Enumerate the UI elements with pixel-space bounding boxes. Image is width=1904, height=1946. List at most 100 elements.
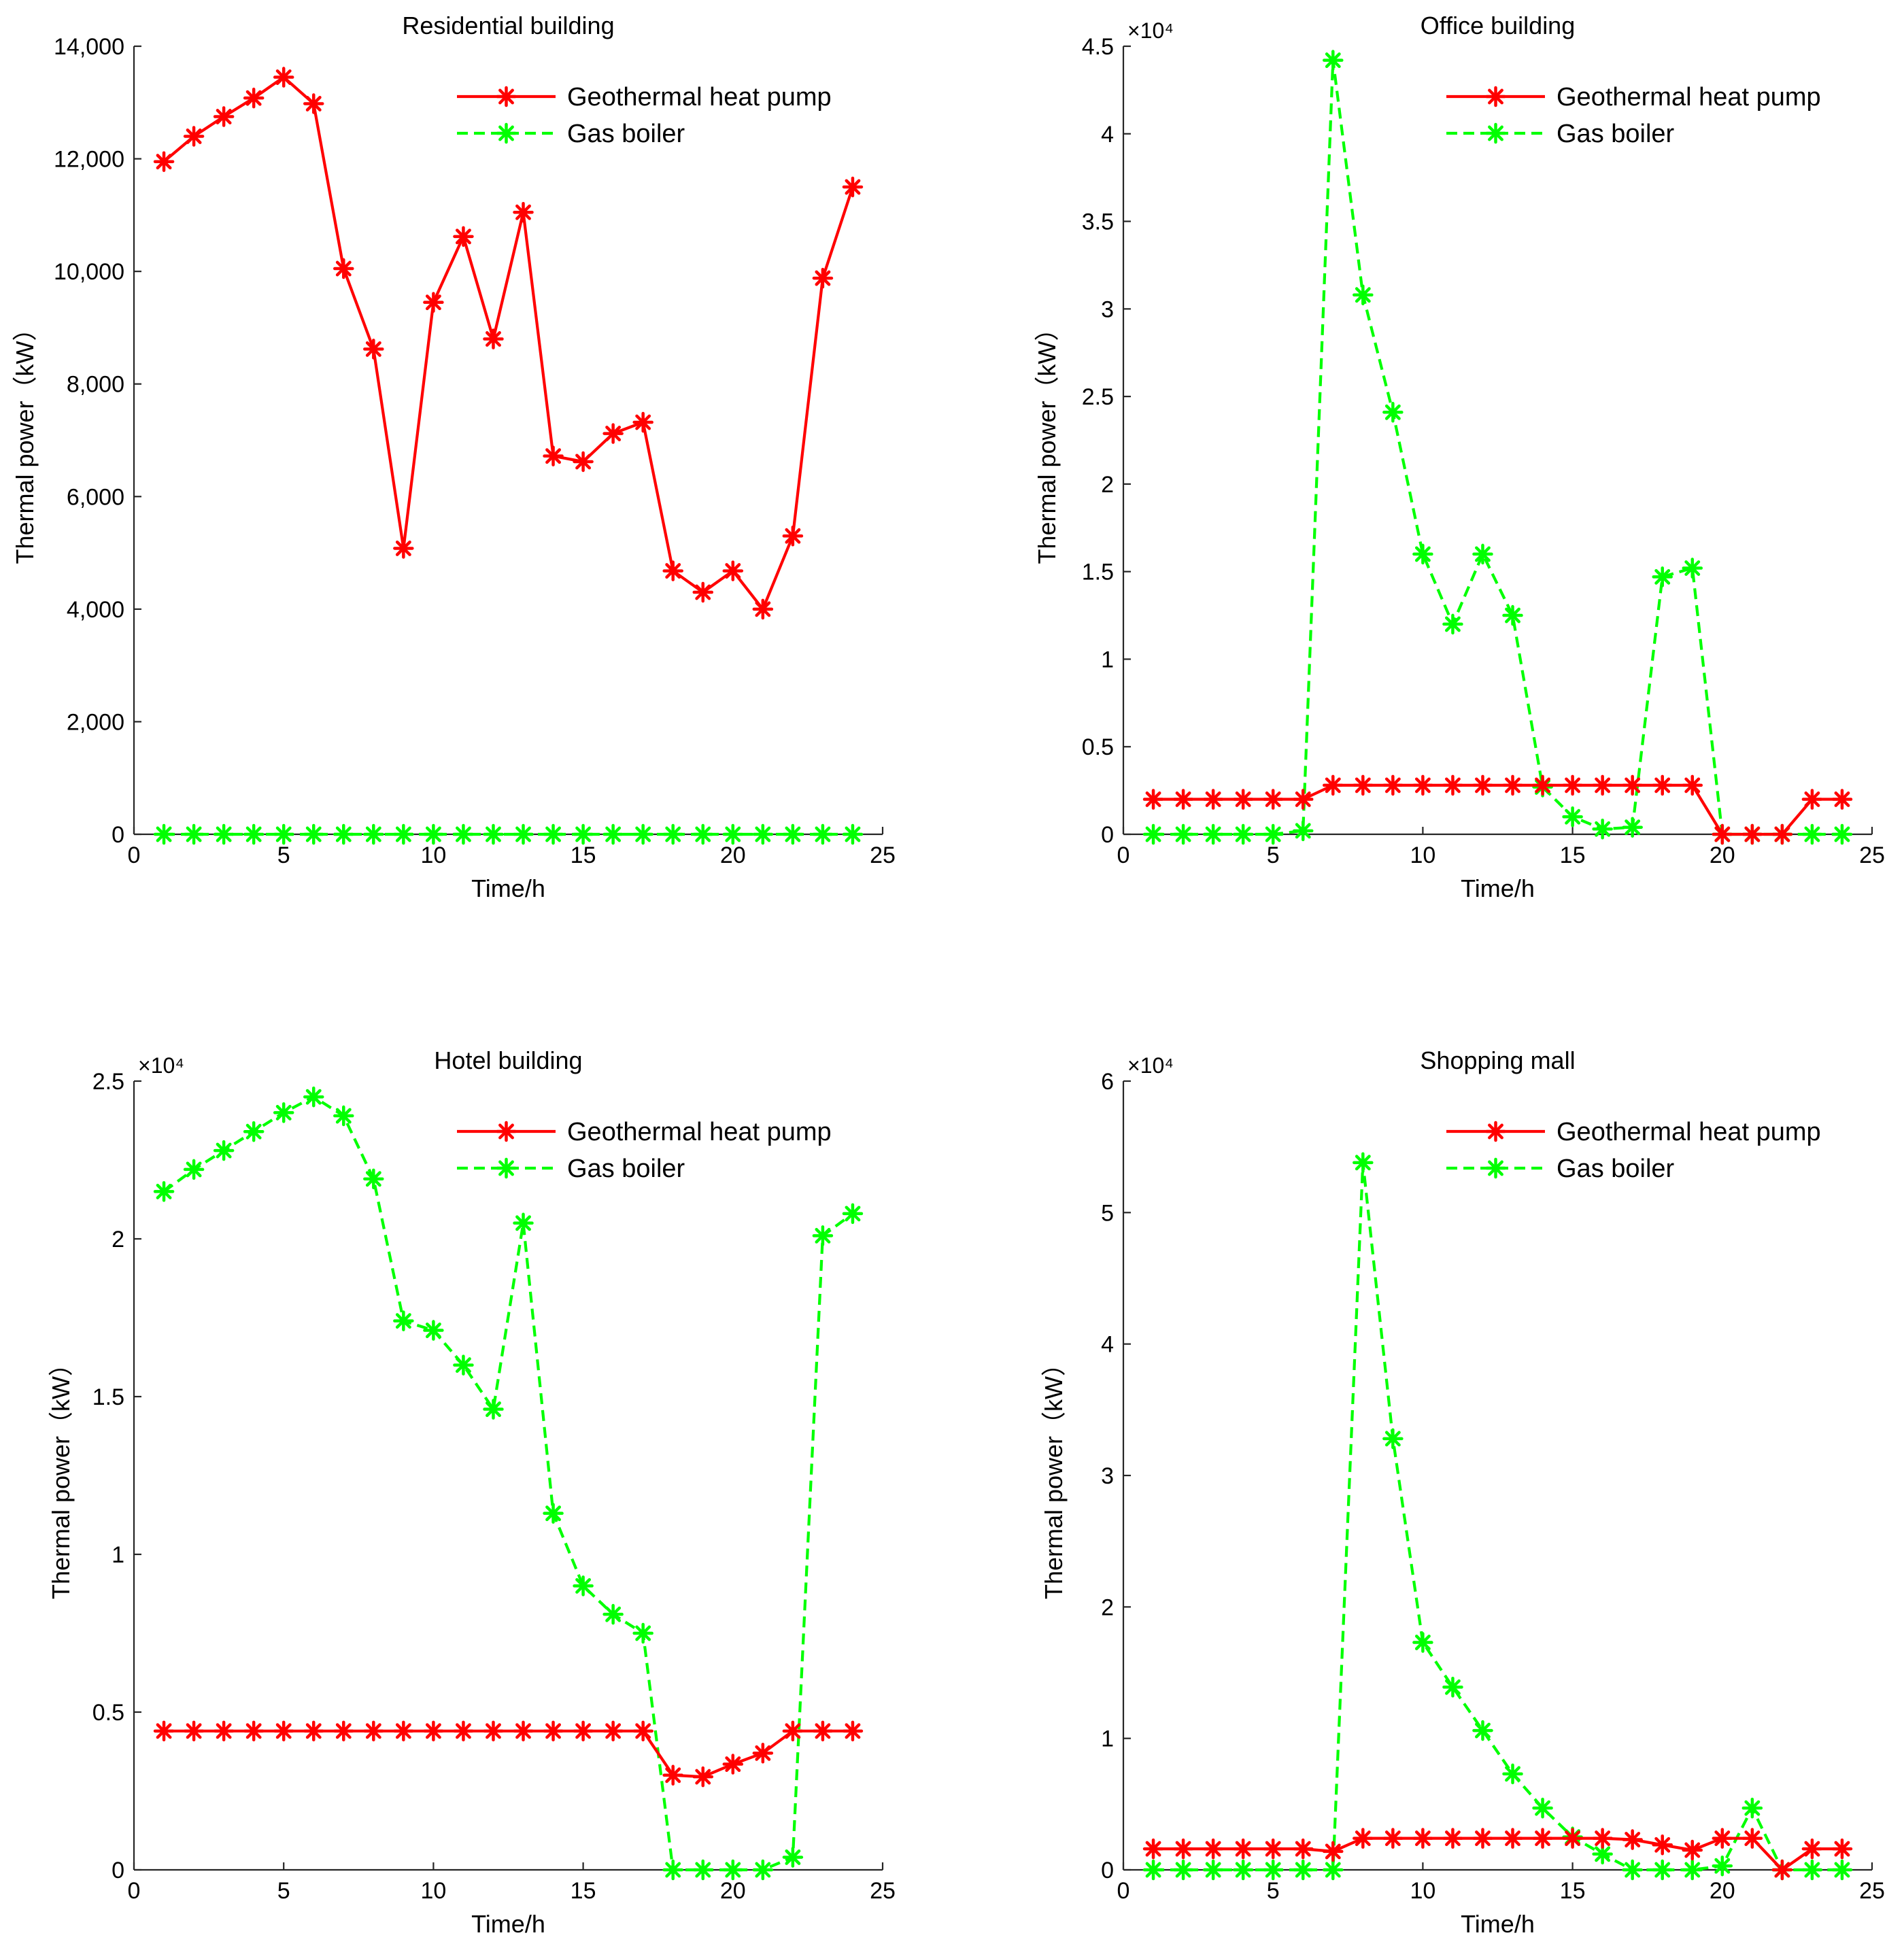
data-point — [1682, 558, 1703, 579]
data-point — [842, 1203, 864, 1225]
data-point — [1382, 402, 1404, 423]
legend-marker — [496, 1157, 517, 1179]
data-point — [393, 1720, 414, 1742]
data-point — [782, 823, 804, 845]
data-point — [1562, 1828, 1583, 1849]
data-point — [662, 823, 683, 845]
data-point — [423, 1320, 444, 1341]
series-line — [1153, 1161, 1842, 1872]
data-point — [1682, 774, 1703, 796]
data-point — [153, 151, 175, 172]
legend-item: Geothermal heat pump — [1446, 83, 1821, 112]
legend: Geothermal heat pump Gas boiler — [457, 83, 832, 148]
data-point — [363, 1720, 384, 1742]
x-tick-label: 15 — [1560, 842, 1586, 868]
series-geothermal-heat-pump — [1142, 774, 1853, 845]
data-point — [1442, 1677, 1463, 1698]
data-point — [423, 292, 444, 313]
data-point — [722, 1859, 744, 1881]
data-point — [1622, 817, 1643, 838]
data-point — [1472, 774, 1493, 796]
x-tick-label: 0 — [128, 842, 141, 868]
y-tick-label: 1 — [112, 1542, 124, 1568]
data-point — [573, 451, 594, 473]
data-point — [842, 1720, 864, 1742]
y-tick-label: 4,000 — [67, 597, 124, 623]
data-point — [273, 823, 294, 845]
data-point — [1532, 1828, 1553, 1849]
legend-item: Geothermal heat pump — [457, 1118, 832, 1146]
data-point — [722, 823, 744, 845]
data-point — [662, 1764, 683, 1786]
y-tick-label: 0 — [1101, 822, 1114, 848]
data-point — [183, 1159, 205, 1180]
data-point — [1712, 1828, 1733, 1849]
y-tick-label: 14,000 — [54, 34, 124, 60]
chart-title: Shopping mall — [1420, 1046, 1575, 1074]
data-point — [1172, 1859, 1194, 1881]
legend-marker — [496, 86, 517, 107]
data-point — [543, 1720, 564, 1742]
data-point — [602, 823, 624, 845]
data-point — [453, 226, 474, 247]
y-tick-label: 1 — [1101, 647, 1114, 672]
data-point — [1142, 789, 1164, 810]
series-gas-boiler — [153, 823, 864, 845]
data-point — [602, 1720, 624, 1742]
data-point — [1592, 819, 1613, 840]
data-point — [1292, 789, 1314, 810]
panel-residential-building: 0 5 10 15 20 25 0 2,000 4,000 6,000 8,000 10,000 12,… — [11, 12, 896, 902]
data-point — [513, 1720, 534, 1742]
data-point — [423, 823, 444, 845]
data-point — [1502, 774, 1523, 796]
legend-item: Geothermal heat pump — [1446, 1118, 1821, 1146]
data-point — [273, 1720, 294, 1742]
legend-label: Geothermal heat pump — [1557, 83, 1821, 112]
legend-label: Gas boiler — [567, 1155, 685, 1183]
data-point — [1622, 1829, 1643, 1850]
data-point — [303, 823, 324, 845]
chart-title: Hotel building — [434, 1046, 582, 1074]
data-point — [1712, 1855, 1733, 1877]
legend-label: Geothermal heat pump — [567, 83, 832, 112]
data-point — [213, 106, 235, 127]
data-point — [1412, 543, 1433, 565]
data-point — [303, 1720, 324, 1742]
data-point — [453, 1354, 474, 1376]
data-point — [1502, 1828, 1523, 1849]
x-tick-label: 25 — [1859, 1878, 1885, 1904]
x-tick-label: 15 — [571, 842, 596, 868]
data-point — [543, 445, 564, 466]
y-tick-label: 5 — [1101, 1200, 1114, 1226]
data-point — [243, 1121, 265, 1142]
x-tick-label: 15 — [571, 1878, 596, 1904]
panel-office-building: 0 5 10 15 20 25 0 0.5 1 1.5 2 2.5 3 3.5 4 4.5 ×10⁴ Office… — [1033, 12, 1885, 902]
data-point — [483, 1720, 504, 1742]
x-tick-label: 0 — [1117, 842, 1130, 868]
data-point — [183, 823, 205, 845]
data-point — [333, 823, 354, 845]
data-point — [1831, 1859, 1853, 1881]
data-point — [632, 1622, 653, 1644]
data-point — [333, 1105, 354, 1127]
data-point — [393, 823, 414, 845]
data-point — [513, 1212, 534, 1234]
data-point — [1771, 823, 1793, 845]
data-point — [1502, 1763, 1523, 1785]
data-point — [483, 1399, 504, 1420]
x-tick-label: 10 — [420, 1878, 446, 1904]
data-point — [543, 1503, 564, 1524]
data-point — [1652, 1859, 1673, 1881]
legend-label: Gas boiler — [1557, 1155, 1675, 1183]
x-tick-label: 0 — [128, 1878, 141, 1904]
data-point — [1442, 613, 1463, 635]
data-point — [513, 201, 534, 223]
data-point — [752, 598, 774, 620]
y-axis-label: Thermal power（kW） — [1033, 316, 1061, 564]
data-point — [1382, 774, 1404, 796]
data-point — [812, 267, 834, 289]
data-point — [812, 823, 834, 845]
data-point — [213, 1720, 235, 1742]
